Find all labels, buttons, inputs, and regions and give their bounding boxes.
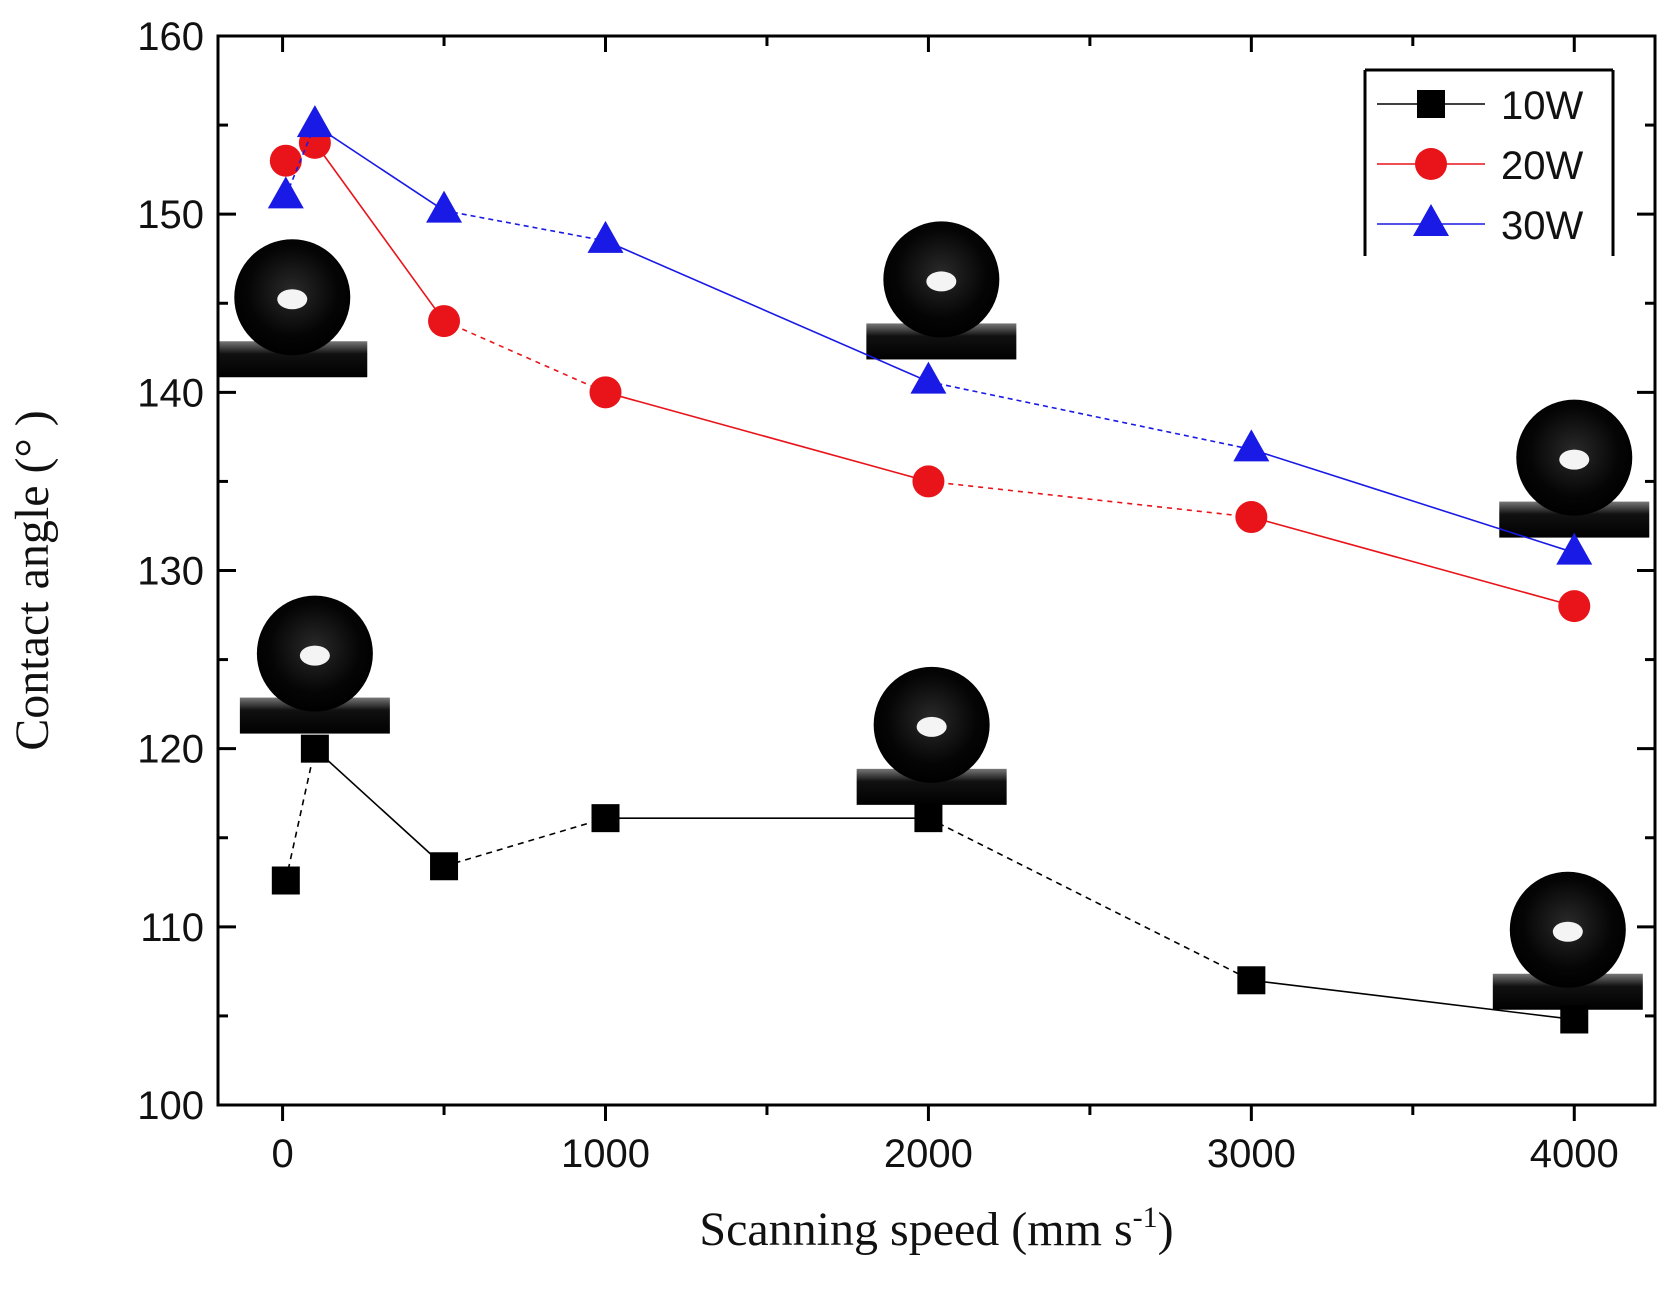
series-line-segment [1251,516,1575,607]
y-axis-title: Contact angle (° ) [6,410,59,750]
x-tick-label: 4000 [1530,1132,1619,1176]
x-axis-title-main: Scanning speed (mm s [699,1203,1132,1256]
data-point-10W [430,852,459,881]
legend-marker-30W [1413,204,1449,236]
x-tick-label: 0 [271,1132,293,1176]
data-point-20W [428,305,461,338]
series-line-segment [928,380,1252,451]
y-tick-label: 120 [137,728,204,772]
data-point-30W [426,190,463,223]
y-tick-label: 130 [137,550,204,594]
droplet-10w-2000 [856,666,1007,805]
legend-marker-10W [1417,90,1445,118]
series-layer [267,105,1593,1034]
droplet-30w-low-speed [217,239,368,378]
y-tick-label: 150 [137,193,204,237]
series-line-segment [1251,448,1575,554]
series-line-segment [314,142,445,322]
ticks: 100 110 120 130 140 150 160 0 1000 2000 3000 4000 [137,15,1655,1176]
data-point-20W [912,465,945,498]
droplet-highlight [1559,449,1590,470]
legend-marker-20W [1415,148,1447,180]
droplet-highlight [277,289,308,310]
x-tick-label: 2000 [884,1132,973,1176]
series-line-segment [928,817,1252,981]
droplet-highlight [926,271,957,292]
droplet-highlight [1552,921,1583,942]
legend-label-30W: 30W [1501,204,1583,248]
data-point-30W [587,220,624,253]
droplet-insets [217,221,1650,1010]
data-point-10W [300,734,329,763]
legend: 10W 20W 30W [1363,68,1615,256]
data-point-20W [269,144,302,177]
data-point-20W [1235,501,1268,534]
droplet-10w-low-speed [239,595,390,734]
x-axis-title: Scanning speed (mm s-1) [699,1201,1173,1256]
data-point-10W [1560,1005,1589,1034]
series-10W [271,734,1589,1034]
data-point-30W [1556,532,1593,565]
droplet-highlight [299,645,330,666]
series-line-segment [314,124,445,212]
legend-label-10W: 10W [1501,84,1583,128]
data-point-30W [1233,429,1270,462]
data-point-10W [271,866,300,895]
droplet-highlight [916,716,947,737]
series-line-segment [285,748,316,881]
x-axis-title-superscript: -1 [1133,1201,1158,1234]
series-30W [267,105,1593,565]
x-axis-title-close: ) [1158,1203,1174,1256]
legend-label-20W: 20W [1501,144,1583,188]
droplet-30w-2000 [866,221,1017,360]
data-point-20W [1558,590,1591,623]
data-point-20W [589,376,622,409]
series-line-segment [443,209,606,242]
series-line-segment [928,480,1252,518]
series-line-segment [1251,979,1575,1021]
series-line-segment [314,748,445,867]
y-tick-label: 100 [137,1084,204,1128]
data-point-10W [1237,966,1266,995]
series-line-segment [605,240,929,383]
x-tick-label: 1000 [561,1132,650,1176]
data-point-30W [296,105,333,138]
data-point-30W [910,361,947,394]
data-point-30W [267,176,304,209]
droplet-30w-4000 [1499,399,1650,538]
droplet-10w-4000 [1492,871,1643,1010]
x-tick-label: 3000 [1207,1132,1296,1176]
series-line-segment [605,391,929,483]
y-tick-label: 140 [137,371,204,415]
data-point-10W [591,804,620,833]
y-tick-label: 110 [140,906,204,950]
data-point-10W [914,804,943,833]
y-tick-label: 160 [137,15,204,59]
